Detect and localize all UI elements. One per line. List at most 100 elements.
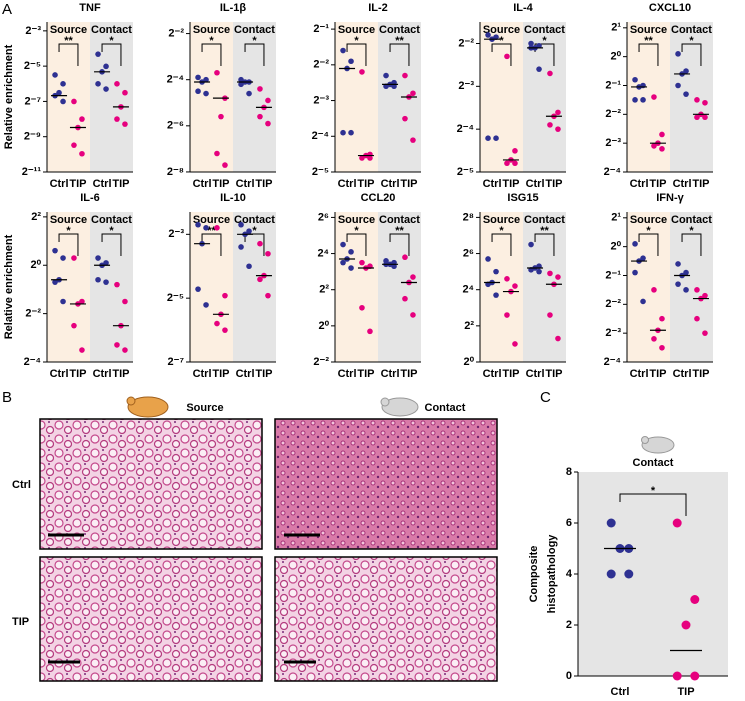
data-point [265,250,271,257]
data-point [672,518,682,528]
data-point [402,254,408,261]
data-point [624,569,634,579]
data-point [493,292,499,298]
x-tick-label: Ctrl [630,178,649,190]
data-point [367,328,373,335]
data-point [348,58,354,65]
y-tick-label: 2⁴ [462,284,474,296]
data-point [340,241,346,248]
y-tick-label: 2² [464,320,474,332]
significance-bracket [389,233,410,256]
data-point [71,142,77,148]
data-point [246,263,252,270]
data-point [683,68,689,74]
data-point [340,47,346,54]
x-tick-label: Ctrl [611,686,630,698]
significance-bracket [534,233,555,256]
y-tick-label: 2⁻² [458,37,474,49]
group-label: Contact [671,214,712,226]
x-tick-label: TIP [677,686,694,698]
data-point [702,99,708,106]
data-point [694,97,700,103]
y-axis-label: Composite [528,546,540,603]
group-background [627,212,670,362]
data-point [547,70,553,77]
histology-image [39,418,263,550]
data-point [547,270,553,277]
chart-title: IL-1β [220,2,247,14]
data-point [79,298,85,305]
y-tick-label: 2⁻³ [605,137,621,149]
data-point [238,221,244,228]
data-point [485,135,491,141]
group-background [90,22,133,172]
data-point [675,51,681,57]
x-tick-label: TIP [502,368,519,380]
column-label: Source [186,402,223,414]
x-tick-label: Ctrl [50,368,69,380]
data-point [114,281,120,288]
data-point [402,115,408,122]
group-background [90,212,133,362]
data-point [340,259,346,266]
y-tick-label: 2⁻⁵ [167,292,184,304]
y-tick-label: 2² [31,211,41,223]
data-point [71,255,77,261]
data-point [536,268,542,275]
y-tick-label: 2⁻⁷ [25,95,42,107]
group-label: Contact [234,24,275,36]
group-label: Contact [91,24,132,36]
plot-background [578,472,728,676]
data-point [238,244,244,250]
x-tick-label: TIP [212,368,229,380]
significance-label: ** [207,225,216,237]
x-tick-label: Ctrl [236,178,255,190]
group-background [480,22,523,172]
x-tick-label: Ctrl [630,368,649,380]
data-point [95,81,101,87]
x-tick-label: Ctrl [381,178,400,190]
y-tick-label: 2⁻⁴ [604,356,621,368]
y-tick-label: 2⁻⁴ [312,130,329,142]
data-point [52,279,58,285]
data-point [95,255,101,261]
significance-label: * [252,35,257,47]
data-point [528,241,534,248]
x-tick-label: TIP [357,178,374,190]
significance-bracket [638,43,659,66]
x-tick-label: TIP [69,368,86,380]
y-tick-label: 2⁻¹ [605,79,621,91]
x-tick-label: TIP [545,178,562,190]
significance-label: * [66,225,71,237]
histology-image [274,418,498,550]
significance-label: * [354,35,359,47]
x-tick-label: Ctrl [483,178,502,190]
y-tick-label: 2⁴ [317,247,329,259]
row-label: TIP [12,616,29,628]
data-point [246,90,252,97]
significance-label: * [109,35,114,47]
data-point [103,86,109,92]
data-point [348,129,354,136]
data-point [410,312,416,318]
y-tick-label: 2 [566,619,572,631]
group-label: Source [338,24,375,36]
data-point [606,569,616,579]
y-tick-label: 2⁻³ [25,25,41,37]
data-point [504,312,510,318]
data-point [659,131,665,138]
significance-bracket [619,493,687,516]
data-point [114,342,120,348]
data-point [632,241,638,247]
chart-title: IL-10 [220,192,246,204]
y-tick-label: 2⁻³ [458,80,474,92]
y-tick-label: 2⁻⁶ [167,120,184,132]
y-tick-label: 2⁻⁸ [167,166,184,178]
data-point [640,97,646,103]
data-point [348,249,354,255]
y-tick-label: 2⁻⁹ [24,131,41,143]
significance-label: ** [395,35,404,47]
data-point [95,276,101,283]
data-point [410,90,416,97]
data-point [367,155,373,161]
